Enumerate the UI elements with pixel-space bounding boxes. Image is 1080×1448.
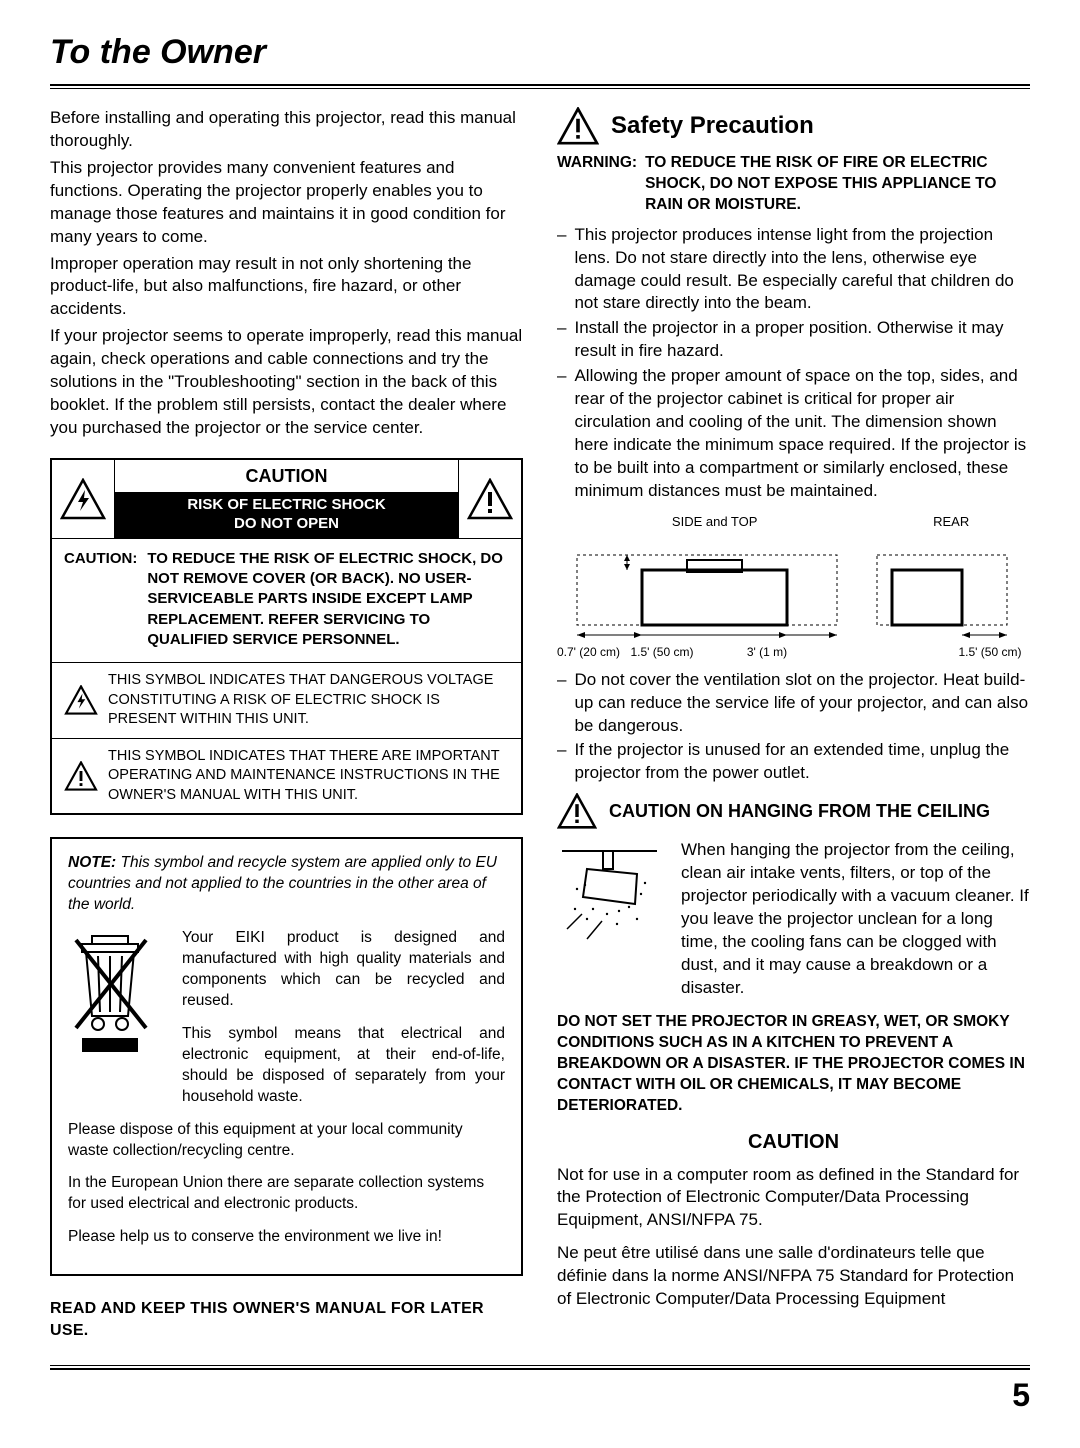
note-line: NOTE: This symbol and recycle system are… (68, 853, 505, 916)
footer-rule (50, 1365, 1030, 1370)
caution-body-text: TO REDUCE THE RISK OF ELECTRIC SHOCK, DO… (147, 549, 509, 650)
exclamation-triangle-icon (64, 747, 98, 806)
std-caution-title: CAUTION (557, 1129, 1030, 1156)
intro-p4: If your projector seems to operate impro… (50, 325, 523, 440)
caution-body-label: CAUTION: (64, 549, 137, 650)
shock-triangle-icon (52, 460, 114, 538)
dim-mid: 3' (1 m) (697, 644, 837, 660)
dim-top: 0.7' (20 cm) (557, 644, 627, 660)
intro-p3: Improper operation may result in not onl… (50, 253, 523, 322)
caution-body: CAUTION: TO REDUCE THE RISK OF ELECTRIC … (52, 539, 521, 662)
ceiling-text: When hanging the projector from the ceil… (681, 839, 1030, 1000)
page-number: 5 (50, 1374, 1030, 1417)
note-label: NOTE: (68, 854, 116, 871)
caution-title-cell: CAUTION RISK OF ELECTRIC SHOCK DO NOT OP… (114, 460, 459, 538)
title-rule (50, 84, 1030, 89)
bullet-list-1: –This projector produces intense light f… (557, 224, 1030, 503)
bullet-1a: This projector produces intense light fr… (574, 224, 1030, 316)
safety-title-text: Safety Precaution (611, 110, 814, 142)
note-p3: Please dispose of this equipment at your… (68, 1120, 505, 1162)
warning-label: WARNING: (557, 153, 637, 216)
intro-p2: This projector provides many convenient … (50, 157, 523, 249)
read-keep-note: READ AND KEEP THIS OWNER'S MANUAL FOR LA… (50, 1298, 523, 1341)
warning-text: TO REDUCE THE RISK OF FIRE OR ELECTRIC S… (645, 153, 1030, 216)
caution-title-sub: RISK OF ELECTRIC SHOCK DO NOT OPEN (115, 492, 458, 538)
recycle-p2: This symbol means that electrical and el… (182, 1024, 505, 1108)
safety-precaution-heading: Safety Precaution (557, 107, 1030, 145)
warning-triangle-icon (557, 793, 597, 829)
bullet-1c: Allowing the proper amount of space on t… (574, 365, 1030, 503)
dim-right: 1.5' (50 cm) (950, 644, 1030, 660)
ceiling-projector-icon (557, 839, 667, 1000)
warning-triangle-icon (557, 107, 599, 145)
diag-side-top-label: SIDE and TOP (557, 513, 872, 531)
clearance-svg (557, 530, 1027, 650)
bold-kitchen-caution: DO NOT SET THE PROJECTOR IN GREASY, WET,… (557, 1012, 1030, 1117)
weee-bin-icon (68, 928, 168, 1119)
intro-p1: Before installing and operating this pro… (50, 107, 523, 153)
left-column: Before installing and operating this pro… (50, 107, 523, 1341)
recycle-text-col: Your EIKI product is designed and manufa… (182, 928, 505, 1119)
bullet-2b: If the projector is unused for an extend… (574, 739, 1030, 785)
note-p5: Please help us to conserve the environme… (68, 1227, 505, 1248)
caution-row-2-text: THIS SYMBOL INDICATES THAT THERE ARE IMP… (108, 747, 509, 806)
clearance-diagram: SIDE and TOP REAR (557, 513, 1030, 661)
shock-triangle-icon (64, 671, 98, 730)
note-p4: In the European Union there are separate… (68, 1173, 505, 1215)
ceiling-caution-heading: CAUTION ON HANGING FROM THE CEILING (557, 793, 1030, 829)
bullet-list-2: –Do not cover the ventilation slot on th… (557, 669, 1030, 786)
bullet-2a: Do not cover the ventilation slot on the… (574, 669, 1030, 738)
caution-row-1: THIS SYMBOL INDICATES THAT DANGEROUS VOL… (52, 662, 521, 738)
caution-row-2: THIS SYMBOL INDICATES THAT THERE ARE IMP… (52, 738, 521, 814)
recycle-block: Your EIKI product is designed and manufa… (68, 928, 505, 1119)
caution-row-1-text: THIS SYMBOL INDICATES THAT DANGEROUS VOL… (108, 671, 509, 730)
note-text: This symbol and recycle system are appli… (68, 854, 497, 913)
ceiling-block: When hanging the projector from the ceil… (557, 839, 1030, 1000)
ceiling-title-text: CAUTION ON HANGING FROM THE CEILING (609, 799, 990, 823)
diagram-dim-row: 0.7' (20 cm) 1.5' (50 cm) 3' (1 m) 1.5' … (557, 644, 1030, 660)
right-column: Safety Precaution WARNING: TO REDUCE THE… (557, 107, 1030, 1341)
caution-head-row: CAUTION RISK OF ELECTRIC SHOCK DO NOT OP… (52, 460, 521, 539)
std-caution-p1: Not for use in a computer room as define… (557, 1164, 1030, 1233)
page-title: To the Owner (50, 30, 1030, 76)
dim-left: 1.5' (50 cm) (627, 644, 697, 660)
note-box: NOTE: This symbol and recycle system are… (50, 837, 523, 1276)
recycle-p1: Your EIKI product is designed and manufa… (182, 928, 505, 1012)
bullet-1b: Install the projector in a proper positi… (574, 317, 1030, 363)
diag-rear-label: REAR (872, 513, 1030, 531)
std-caution-p2: Ne peut être utilisé dans une salle d'or… (557, 1242, 1030, 1311)
content-columns: Before installing and operating this pro… (50, 107, 1030, 1341)
caution-title-top: CAUTION (115, 460, 458, 492)
warning-block: WARNING: TO REDUCE THE RISK OF FIRE OR E… (557, 153, 1030, 216)
exclamation-triangle-icon (459, 460, 521, 538)
caution-box: CAUTION RISK OF ELECTRIC SHOCK DO NOT OP… (50, 458, 523, 815)
